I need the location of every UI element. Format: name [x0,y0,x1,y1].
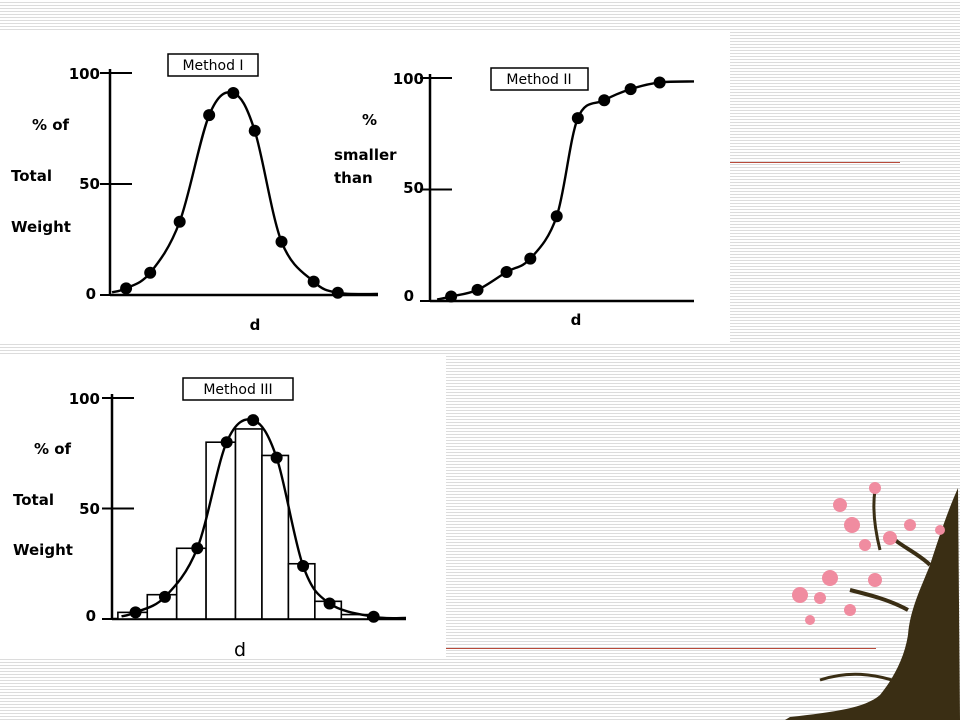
decorative-rule-top [730,162,900,163]
chart-1-ylabel-line-1: % of [32,116,70,134]
chart-1-ylabel-line-2: Total [11,167,52,185]
chart-1-point [173,215,186,228]
chart-1-point [203,109,216,122]
chart-1-ytick-100: 100 [69,65,100,83]
chart-method-1: Method I % of Total Weight 100 50 0 d [11,53,379,334]
chart-1-xlabel: d [250,316,261,334]
decorative-rule-bottom [446,648,876,649]
chart-1-ylabel-line-3: Weight [11,218,71,236]
chart-3-point [220,436,233,449]
chart-2-point [471,283,484,296]
chart-3-point [129,606,142,619]
chart-2-point [653,76,666,89]
chart-1-point [144,266,157,279]
chart-3-point [247,414,260,427]
chart-method-2: Method II % smaller than 100 50 0 d [334,67,695,329]
chart-3-bar [261,454,290,620]
chart-2-xlabel: d [571,311,582,329]
chart-3-title-box [182,377,294,401]
chart-2-ytick-50: 50 [403,179,424,197]
chart-2-point [500,266,513,279]
plum-blossom-illustration [785,482,960,720]
chart-1-ytick-0: 0 [86,285,96,303]
chart-3-bar [205,441,237,620]
chart-3-ytick-0: 0 [86,607,96,625]
chart-2-title: Method II [506,72,571,88]
chart-1-point [275,235,288,248]
chart-1-point [227,86,240,99]
chart-1-point [331,286,344,299]
chart-3-ytick-100: 100 [69,390,100,408]
chart-3-ylabel-line-3: Weight [13,541,73,559]
chart-2-ylabel-line-3: than [334,169,373,187]
chart-3-point [191,542,204,555]
chart-1-point [248,124,261,137]
chart-2-point [550,210,563,223]
chart-method-3: Method III % of Total Weight 100 50 0 d [13,377,407,661]
chart-3-ylabel-line-2: Total [13,491,54,509]
chart-2-ylabel-line-1: % [362,111,377,129]
blossoms [792,482,945,625]
chart-1-title: Method I [182,58,243,74]
chart-3-ylabel-line-1: % of [34,440,72,458]
chart-3-title: Method III [203,382,272,398]
chart-3-xlabel: d [234,639,246,661]
chart-2-point [524,252,537,265]
chart-2-point [598,94,611,107]
chart-2-ytick-0: 0 [404,287,414,305]
chart-1-point [307,275,320,288]
chart-1-point [120,282,133,295]
chart-1-ytick-50: 50 [79,175,100,193]
chart-3-point [323,597,336,610]
chart-3-point [158,590,171,603]
branch-trunk [785,488,960,720]
chart-3-bar [234,428,263,620]
chart-1-title-box [167,53,259,77]
chart-3-ytick-50: 50 [79,500,100,518]
chart-3-point [367,610,380,623]
chart-3-point [270,451,283,464]
chart-2-point [445,290,458,303]
chart-2-point [624,83,637,96]
chart-2-title-box [490,67,589,91]
chart-2-ytick-100: 100 [393,70,424,88]
chart-1-curve [111,91,379,296]
chart-2-curve [436,80,695,301]
chart-3-point [297,559,310,572]
chart-3-bar [287,562,316,620]
chart-2-point [571,112,584,125]
chart-2-ylabel-line-2: smaller [334,146,397,164]
